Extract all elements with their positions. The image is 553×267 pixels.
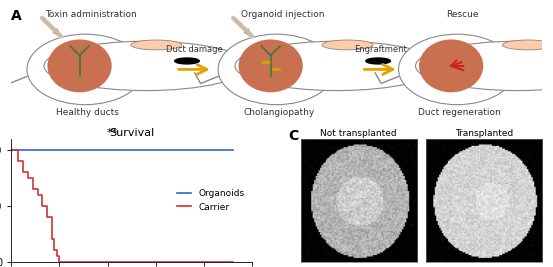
Text: Engraftment: Engraftment [354,45,406,54]
Text: Rescue: Rescue [447,10,479,19]
Text: Toxin administration: Toxin administration [45,10,137,19]
Title: Transplanted: Transplanted [455,129,513,138]
Ellipse shape [218,34,335,105]
Ellipse shape [322,40,373,50]
Ellipse shape [48,40,112,92]
Ellipse shape [503,40,553,50]
Text: Healthy ducts: Healthy ducts [56,108,119,117]
Circle shape [262,61,270,63]
Text: Organoid injection: Organoid injection [241,10,324,19]
Text: C: C [289,129,299,143]
Circle shape [235,41,440,91]
Circle shape [546,58,553,64]
Circle shape [175,58,199,64]
Title: Survival: Survival [109,128,154,138]
Text: Duct damage: Duct damage [166,45,223,54]
Title: Not transplanted: Not transplanted [320,129,397,138]
Circle shape [366,58,390,64]
Text: A: A [11,9,22,23]
Text: Duct regeneration: Duct regeneration [418,108,500,117]
Text: **: ** [107,128,118,138]
Text: Cholangiopathy: Cholangiopathy [243,108,315,117]
Circle shape [44,41,248,91]
Ellipse shape [419,40,483,92]
Circle shape [273,68,280,70]
Ellipse shape [27,34,144,105]
Ellipse shape [238,40,303,92]
Circle shape [415,41,553,91]
Legend: Organoids, Carrier: Organoids, Carrier [174,185,248,215]
Ellipse shape [399,34,515,105]
Ellipse shape [131,40,182,50]
